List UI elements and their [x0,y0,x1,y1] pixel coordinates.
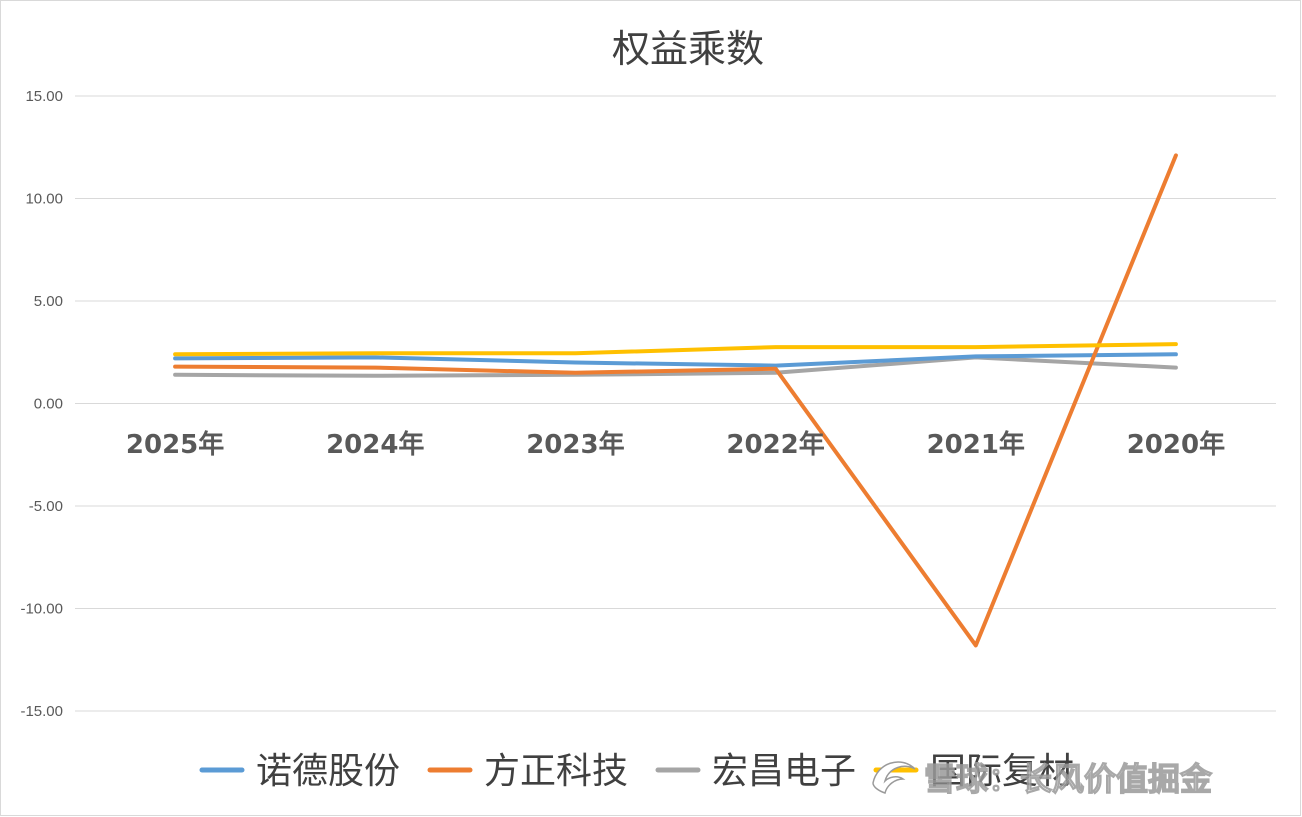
watermark: 雪球：长风价值掘金 [872,759,1214,799]
chart-title: 权益乘数 [612,27,764,71]
series-lines [173,153,1178,648]
x-axis-ticks: 2025年 2024年 2023年 2022年 2021年 2020年 [126,429,1225,460]
y-tick-label: -5.00 [29,498,63,515]
series-line-1 [173,153,1178,648]
legend: 诺德股份 方正科技 宏昌电子 国际复材 [199,751,1074,792]
watermark-logo-icon [872,761,916,794]
x-tick-label: 2021年 [927,429,1025,460]
legend-label-0: 诺德股份 [256,751,400,792]
series-line-3 [173,342,1178,357]
y-tick-label: -15.00 [20,703,63,720]
series-line-2 [173,355,1178,378]
x-tick-label: 2020年 [1127,429,1225,460]
legend-label-2: 宏昌电子 [712,751,856,792]
y-axis-ticks: 15.00 10.00 5.00 0.00 -5.00 -10.00 -15.00 [20,88,63,720]
series-line-0 [173,352,1178,368]
legend-label-1: 方正科技 [484,751,628,792]
x-tick-label: 2023年 [526,429,624,460]
x-tick-label: 2025年 [126,429,224,460]
gridlines [75,95,1276,712]
y-tick-label: 10.00 [25,191,63,208]
y-tick-label: 0.00 [34,396,63,413]
y-tick-label: -10.00 [20,601,63,618]
x-tick-label: 2024年 [326,429,424,460]
x-tick-label: 2022年 [726,429,824,460]
watermark-text: 雪球：长风价值掘金 [924,760,1213,798]
y-tick-label: 15.00 [25,88,63,105]
legend-label-3: 国际复材 [930,751,1074,792]
y-tick-label: 5.00 [34,293,63,310]
